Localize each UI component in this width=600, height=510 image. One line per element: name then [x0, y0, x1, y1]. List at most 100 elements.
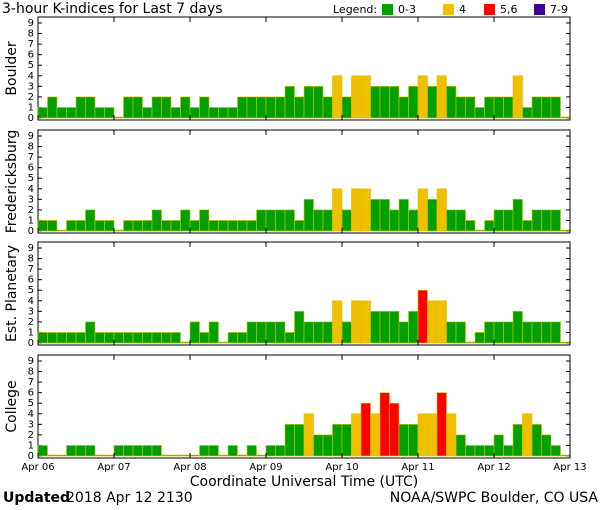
- bar: [256, 454, 267, 457]
- bar: [436, 392, 447, 457]
- y-tick-label: 4: [28, 409, 34, 420]
- bar: [132, 445, 143, 457]
- bar: [113, 116, 124, 119]
- bar: [389, 86, 400, 119]
- bar: [256, 321, 267, 344]
- bar: [303, 199, 314, 232]
- bar: [313, 209, 324, 232]
- bar: [303, 321, 314, 344]
- y-tick-label: 4: [28, 184, 34, 195]
- bar: [427, 86, 438, 119]
- updated-label: Updated: [3, 490, 70, 506]
- bar: [66, 107, 77, 119]
- bar: [522, 107, 533, 119]
- bar: [360, 75, 371, 119]
- bar: [560, 454, 571, 457]
- y-tick-label: 5: [28, 173, 34, 184]
- bar: [265, 321, 276, 344]
- bar: [151, 209, 162, 232]
- y-tick-label: 2: [28, 205, 34, 216]
- y-tick-label: 5: [28, 285, 34, 296]
- bar: [161, 332, 172, 344]
- bar: [170, 332, 181, 344]
- bar: [503, 445, 514, 457]
- bar: [132, 96, 143, 119]
- bar: [427, 300, 438, 344]
- bar: [246, 220, 257, 232]
- bar: [161, 96, 172, 119]
- bar: [465, 96, 476, 119]
- bar: [85, 445, 96, 457]
- bar: [398, 199, 409, 232]
- bar: [246, 321, 257, 344]
- bar: [550, 445, 561, 457]
- bar: [541, 96, 552, 119]
- y-tick-label: 9: [28, 243, 34, 254]
- bar: [398, 321, 409, 344]
- bar: [208, 107, 219, 119]
- bar: [47, 454, 58, 457]
- bar: [332, 75, 343, 119]
- bar: [218, 454, 229, 457]
- bar: [180, 96, 191, 119]
- bar: [56, 107, 67, 119]
- bar: [474, 332, 485, 344]
- bar: [360, 300, 371, 344]
- y-tick-label: 9: [28, 356, 34, 367]
- bar: [151, 445, 162, 457]
- legend-swatch: [534, 4, 545, 15]
- bar: [370, 311, 381, 344]
- x-tick-label: Apr 10: [325, 462, 358, 473]
- bar: [322, 434, 333, 457]
- y-tick-label: 7: [28, 152, 34, 163]
- y-tick-label: 2: [28, 430, 34, 441]
- bar: [550, 96, 561, 119]
- y-tick-label: 3: [28, 194, 34, 205]
- bar: [370, 86, 381, 119]
- bar: [512, 424, 523, 457]
- bar: [104, 220, 115, 232]
- bar: [303, 413, 314, 457]
- bar: [294, 220, 305, 232]
- bar: [227, 445, 238, 457]
- panel-frame: [37, 241, 571, 346]
- bar: [123, 445, 134, 457]
- bar: [265, 209, 276, 232]
- y-tick-label: 7: [28, 264, 34, 275]
- bar: [180, 341, 191, 344]
- bar: [493, 209, 504, 232]
- bar: [408, 424, 419, 457]
- bar: [474, 107, 485, 119]
- y-tick-label: 2: [28, 92, 34, 103]
- bar: [370, 199, 381, 232]
- bar: [132, 332, 143, 344]
- y-tick-label: 4: [28, 71, 34, 82]
- bar: [465, 220, 476, 232]
- bar: [303, 86, 314, 119]
- legend-swatch: [484, 4, 495, 15]
- bar: [37, 332, 48, 344]
- bar: [417, 289, 428, 344]
- bar: [294, 424, 305, 457]
- bar: [560, 341, 571, 344]
- bar: [550, 321, 561, 344]
- bar: [560, 229, 571, 232]
- bar: [455, 209, 466, 232]
- bar: [37, 220, 48, 232]
- bar: [94, 332, 105, 344]
- y-tick-label: 5: [28, 398, 34, 409]
- bar: [379, 199, 390, 232]
- y-tick-label: 8: [28, 29, 34, 40]
- bar: [75, 220, 86, 232]
- bar: [313, 86, 324, 119]
- bar: [313, 434, 324, 457]
- bar: [379, 392, 390, 457]
- bar: [417, 75, 428, 119]
- bar: [275, 321, 286, 344]
- bar: [550, 209, 561, 232]
- y-tick-label: 5: [28, 60, 34, 71]
- x-tick-label: Apr 12: [477, 462, 510, 473]
- y-tick-label: 1: [28, 327, 34, 338]
- bar: [294, 96, 305, 119]
- bar: [360, 402, 371, 457]
